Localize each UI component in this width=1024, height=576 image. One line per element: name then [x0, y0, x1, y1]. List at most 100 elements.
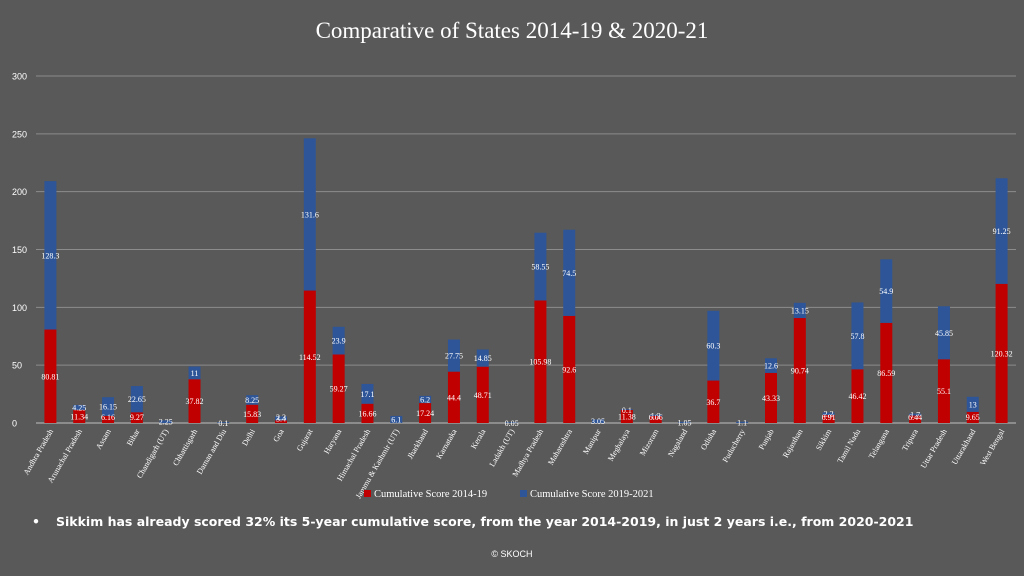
- bar-segment: [909, 415, 922, 423]
- x-tick-label: Mizoram: [638, 427, 661, 458]
- bar-segment: [188, 379, 201, 423]
- bar-segment: [361, 403, 374, 423]
- bar-segment: [534, 232, 547, 301]
- bullet-note: • Sikkim has already scored 32% its 5-yea…: [32, 514, 913, 529]
- bar-segment: [995, 283, 1008, 423]
- bar-segment: [246, 404, 259, 423]
- legend-swatch-2019-2021: [520, 490, 527, 497]
- data-label: 13.15: [791, 306, 809, 315]
- data-label: 9.65: [966, 413, 980, 422]
- bar-segment: [909, 413, 922, 416]
- x-tick-label: Gujarat: [295, 427, 315, 453]
- x-tick-label: Manipur: [581, 427, 603, 456]
- data-label: 3.4: [276, 414, 286, 423]
- data-label: 14.85: [474, 354, 492, 363]
- note-text: Sikkim has already scored 32% its 5-year…: [56, 514, 914, 529]
- x-tick-label: Bihar: [125, 427, 142, 447]
- bar-segment: [937, 306, 950, 360]
- data-label: 60.3: [706, 342, 720, 351]
- bar-segment: [419, 395, 432, 404]
- chart-title: Comparative of States 2014-19 & 2020-21: [315, 18, 709, 43]
- x-tick-label: Tamil Nadu: [835, 428, 862, 465]
- data-label: 23.9: [332, 337, 346, 346]
- x-tick-label: Assam: [94, 427, 113, 451]
- data-label: 15.83: [243, 410, 261, 419]
- x-tick-label: Karnataka: [434, 427, 458, 460]
- data-label: 12.6: [764, 362, 778, 371]
- data-label: 120.32: [991, 349, 1013, 358]
- bar-segment: [73, 404, 86, 410]
- bar-segment: [130, 412, 143, 423]
- x-tick-label: Jharkhand: [406, 428, 430, 461]
- x-tick-label: Haryana: [322, 427, 344, 455]
- bar-segment: [765, 358, 777, 373]
- x-tick-label: Maharashtra: [546, 427, 574, 467]
- data-label: 16.66: [358, 409, 376, 418]
- data-label: 48.71: [474, 391, 492, 400]
- bar-segment: [44, 329, 57, 423]
- legend-label-2014-19: Cumulative Score 2014-19: [374, 489, 487, 500]
- data-label: 3.05: [591, 417, 605, 426]
- data-label: 59.27: [330, 385, 348, 394]
- data-label: 16.15: [99, 403, 117, 412]
- bar-segment: [880, 259, 893, 323]
- data-label: 58.55: [531, 263, 549, 272]
- bar-segment: [649, 415, 662, 423]
- data-label: 114.52: [299, 353, 321, 362]
- x-tick-label: Telangana: [867, 427, 891, 460]
- data-label: 92.6: [562, 365, 576, 374]
- data-label: 36.7: [706, 398, 720, 407]
- bar-segment: [563, 229, 576, 316]
- y-tick-label: 150: [12, 245, 27, 255]
- bar-segment: [275, 416, 287, 421]
- data-label: 80.81: [41, 372, 59, 381]
- data-label: 17.24: [416, 409, 434, 418]
- data-label: 128.3: [41, 251, 59, 260]
- bars: [44, 138, 1008, 423]
- y-tick-label: 300: [12, 72, 27, 82]
- bar-segment: [390, 415, 403, 423]
- data-label: 6.06: [649, 413, 663, 422]
- bar-segment: [246, 395, 259, 405]
- bar-segment: [620, 409, 633, 410]
- bar-segment: [851, 302, 864, 370]
- data-label: 131.6: [301, 210, 319, 219]
- bar-segment: [765, 372, 777, 423]
- data-label: 54.9: [879, 287, 893, 296]
- data-label: 0.1: [622, 406, 632, 415]
- bar-segment: [447, 371, 460, 423]
- bar-segment: [73, 409, 86, 423]
- data-label: 1.7: [910, 411, 920, 420]
- bar-segment: [649, 414, 662, 416]
- bar-segment: [476, 366, 489, 423]
- bar-segment: [592, 419, 605, 423]
- bar-segment: [217, 422, 230, 423]
- x-tick-label: Goa: [271, 427, 286, 443]
- data-label: 2.2: [824, 410, 834, 419]
- bar-segment: [159, 420, 172, 423]
- x-tick-label: Puducherry: [721, 428, 747, 464]
- bar-segment: [678, 421, 691, 423]
- bar-segment: [707, 310, 720, 381]
- data-label: 0.1: [218, 419, 228, 428]
- x-tick-label: Punjab: [757, 428, 776, 452]
- data-label: 11: [191, 369, 199, 378]
- y-axis-ticks: 0 50 100 150 200 250 300: [12, 72, 27, 429]
- bar-segment: [188, 366, 201, 380]
- bar-segment: [995, 178, 1008, 284]
- bar-segment: [361, 383, 374, 404]
- data-label: 27.75: [445, 352, 463, 361]
- bar-segment: [822, 412, 835, 416]
- data-label: 6.44: [908, 413, 922, 422]
- data-label: 2.25: [159, 418, 173, 427]
- x-tick-label: Ladakh (UT): [488, 427, 517, 468]
- data-label: 46.42: [848, 392, 866, 401]
- copyright: © SKOCH: [491, 549, 533, 559]
- x-tick-label: Delhi: [240, 427, 257, 448]
- x-tick-label: Madhya Pradesh: [511, 428, 546, 479]
- bar-segment: [851, 369, 864, 423]
- x-tick-label: Nagaland: [666, 428, 689, 459]
- x-tick-label: Chandigarh (UT): [135, 427, 171, 480]
